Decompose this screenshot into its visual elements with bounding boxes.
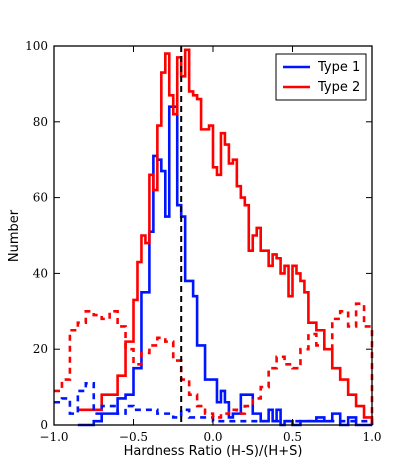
y-tick-label: 100 bbox=[25, 39, 48, 53]
series-line-3 bbox=[54, 302, 374, 425]
x-tick-label: 1.0 bbox=[362, 430, 381, 444]
y-tick-label: 0 bbox=[40, 418, 48, 432]
x-tick-label: −1.0 bbox=[39, 430, 68, 444]
y-tick-label: 40 bbox=[33, 266, 48, 280]
series-line-2 bbox=[54, 382, 374, 425]
y-tick-label: 60 bbox=[33, 191, 48, 205]
plot-frame bbox=[53, 45, 373, 426]
y-tick-label: 80 bbox=[33, 115, 48, 129]
x-tick-label: 0.0 bbox=[203, 430, 222, 444]
legend-label-type-1: Type 1 bbox=[317, 60, 360, 75]
x-tick-label: −0.5 bbox=[119, 430, 148, 444]
legend: Type 1 Type 2 bbox=[275, 53, 367, 101]
x-axis-label: Hardness Ratio (H-S)/(H+S) bbox=[124, 444, 303, 459]
y-axis-label: Number bbox=[7, 209, 22, 262]
tick-layer: −1.0 −0.5 0.0 0.5 1.0 0 20 40 60 80 100 bbox=[25, 39, 381, 444]
series-line-1 bbox=[77, 48, 374, 425]
legend-box bbox=[275, 53, 367, 101]
series-layer bbox=[54, 48, 374, 427]
legend-label-type-2: Type 2 bbox=[317, 80, 360, 95]
x-tick-label: 0.5 bbox=[283, 430, 302, 444]
series-line-0 bbox=[77, 105, 372, 427]
y-tick-label: 20 bbox=[33, 342, 48, 356]
